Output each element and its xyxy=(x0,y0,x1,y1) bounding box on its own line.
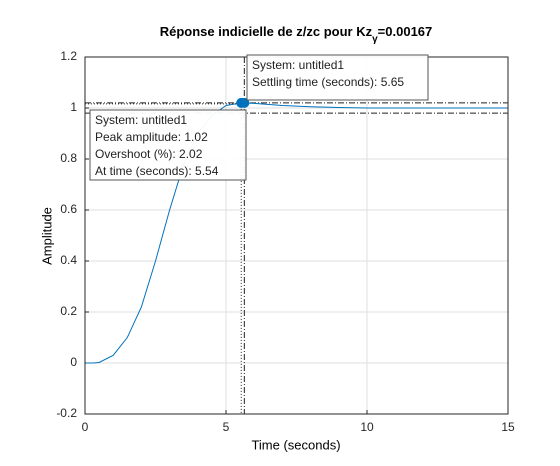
title-subscript: γ xyxy=(372,34,378,45)
datatip-text: Overshoot (%): 2.02 xyxy=(95,147,203,161)
title-suffix: =0.00167 xyxy=(378,24,433,39)
datatip-marker xyxy=(239,97,250,108)
datatip-text: Peak amplitude: 1.02 xyxy=(95,130,208,144)
datatip-text: System: untitled1 xyxy=(252,58,344,72)
datatip: System: untitled1 Settling time (seconds)… xyxy=(246,54,429,101)
y-tick-label: 0.2 xyxy=(60,304,77,318)
x-tick-label: 10 xyxy=(360,420,374,434)
y-tick-label: 0.8 xyxy=(60,151,77,165)
y-tick-label: 0.4 xyxy=(60,253,77,267)
y-axis-label: Amplitude xyxy=(39,207,54,265)
datatip-text: System: untitled1 xyxy=(95,113,187,127)
y-tick-label: 0 xyxy=(70,355,77,369)
datatip-text: At time (seconds): 5.54 xyxy=(95,164,219,178)
datatip: System: untitled1 Peak amplitude: 1.02 Ove… xyxy=(89,109,247,181)
line-series xyxy=(85,102,508,364)
chart-title: Réponse indicielle de z/zc pour Kzγ=0.00… xyxy=(160,24,433,44)
datatip-box xyxy=(89,109,247,181)
x-tick-label: 5 xyxy=(223,420,230,434)
x-tick-label: 0 xyxy=(82,420,89,434)
datatip-text: Settling time (seconds): 5.65 xyxy=(252,75,404,89)
title-main: Réponse indicielle de z/zc pour Kz xyxy=(160,24,373,39)
y-tick-label: 1 xyxy=(70,100,77,114)
x-axis-label: Time (seconds) xyxy=(251,437,340,452)
y-tick-label: -0.2 xyxy=(56,406,77,420)
y-tick-label: 0.6 xyxy=(60,202,77,216)
datatip-box xyxy=(246,54,429,101)
y-tick-label: 1.2 xyxy=(60,49,77,63)
x-tick-label: 15 xyxy=(501,420,515,434)
